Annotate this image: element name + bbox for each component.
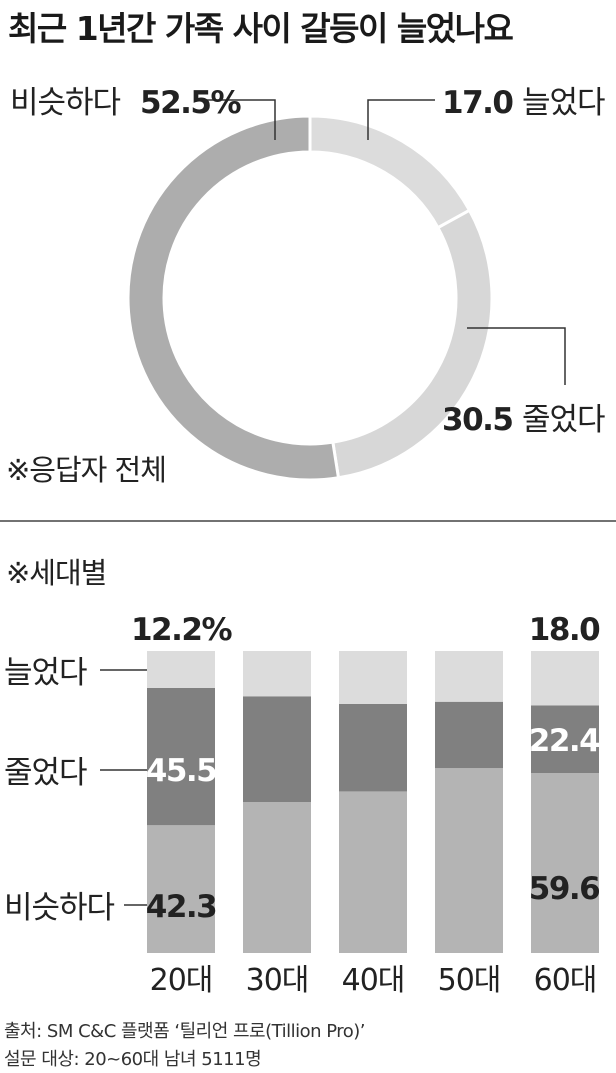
bar-label-60s-increased: 18.0 bbox=[529, 612, 600, 648]
bar-40대-same bbox=[339, 791, 407, 953]
bar-label-60s-same: 59.6 bbox=[529, 871, 600, 907]
slice-value-increased: 17.0 bbox=[442, 85, 513, 121]
bar-label-60s-decreased: 22.4 bbox=[529, 723, 600, 759]
bar-20대-same bbox=[147, 825, 215, 953]
category-label-30대: 30대 bbox=[246, 963, 309, 998]
bar-note: ※세대별 bbox=[6, 556, 106, 590]
slice-label-same: 비슷하다 bbox=[10, 85, 121, 121]
slice-label-decreased: 줄었다 bbox=[522, 402, 605, 438]
bar-50대-decreased bbox=[435, 701, 503, 769]
bar-30대-decreased bbox=[243, 696, 311, 802]
category-label-50대: 50대 bbox=[438, 963, 501, 998]
chart-title: 최근 1년간 가족 사이 갈등이 늘었나요 bbox=[8, 9, 514, 48]
bar-60대-decreased bbox=[531, 705, 599, 774]
donut-slice-same bbox=[126, 114, 341, 482]
donut-slice-increased bbox=[308, 114, 472, 230]
slice-value-same: 52.5% bbox=[140, 85, 241, 121]
bar-20대-decreased bbox=[147, 687, 215, 826]
bar-30대-increased bbox=[243, 651, 311, 697]
bar-60대-same bbox=[531, 773, 599, 953]
category-label-20대: 20대 bbox=[150, 963, 213, 998]
bar-label-20s-decreased: 45.5 bbox=[146, 753, 217, 789]
bar-20대-increased bbox=[147, 651, 215, 688]
bar-60대-increased bbox=[531, 651, 599, 706]
source-line: 출처: SM C&C 플랫폼 ‘틸리언 프로(Tillion Pro)’ bbox=[4, 1021, 366, 1042]
donut-chart bbox=[126, 114, 494, 482]
legend-label-decreased: 줄었다 bbox=[4, 755, 87, 791]
bar-legend-lines bbox=[100, 669, 147, 906]
legend-label-same: 비슷하다 bbox=[4, 890, 115, 926]
bar-40대-decreased bbox=[339, 703, 407, 792]
legend-label-increased: 늘었다 bbox=[4, 655, 87, 691]
leader-line-decreased bbox=[467, 327, 566, 385]
category-label-40대: 40대 bbox=[342, 963, 405, 998]
stacked-bars bbox=[147, 651, 599, 953]
bar-50대-same bbox=[435, 768, 503, 953]
bar-label-20s-same: 42.3 bbox=[146, 889, 217, 925]
survey-target-line: 설문 대상: 20~60대 남녀 5111명 bbox=[4, 1049, 262, 1070]
bar-30대-same bbox=[243, 802, 311, 953]
leader-line-increased bbox=[367, 99, 435, 140]
leader-line-same bbox=[205, 99, 276, 140]
slice-label-increased: 늘었다 bbox=[522, 85, 605, 121]
slice-value-decreased: 30.5 bbox=[442, 402, 513, 438]
category-label-60대: 60대 bbox=[534, 963, 597, 998]
bar-40대-increased bbox=[339, 651, 407, 704]
bar-label-20s-increased: 12.2% bbox=[131, 612, 232, 648]
pie-note: ※응답자 전체 bbox=[6, 453, 166, 487]
bar-50대-increased bbox=[435, 651, 503, 702]
category-labels: 20대 30대 40대 50대 60대 bbox=[150, 963, 598, 998]
donut-leader-lines bbox=[205, 99, 566, 385]
